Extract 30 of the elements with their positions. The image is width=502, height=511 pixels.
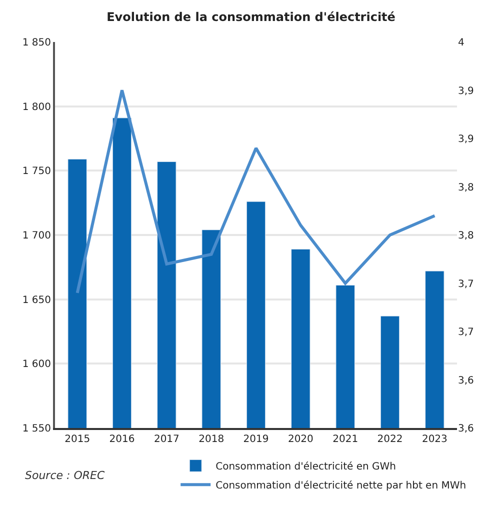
line-series [76, 88, 436, 294]
y2-tick-label: 3,9 [458, 86, 474, 97]
y-tick-label: 1 650 [22, 294, 51, 306]
y2-tick-label: 3,9 [458, 134, 474, 145]
legend-label: Consommation d'électricité en GWh [216, 462, 396, 473]
y2-tick-label: 3,6 [458, 424, 474, 434]
x-tick-label: 2015 [64, 434, 90, 445]
chart-title: Evolution de la consommation d'électricité [106, 10, 396, 24]
y-tick-label: 1 800 [22, 102, 51, 113]
y2-tick-label: 3,7 [458, 327, 474, 338]
y-tick-label: 1 550 [22, 424, 51, 434]
x-tick-label: 2018 [198, 434, 224, 445]
y-tick-label: 1 700 [22, 230, 51, 242]
x-tick-label: 2016 [109, 434, 135, 445]
y-tick-label: 1 850 [22, 38, 51, 48]
y-tick-label: 1 600 [22, 359, 51, 370]
x-tick-label: 2017 [154, 434, 180, 445]
y2-tick-label: 3,8 [458, 230, 474, 242]
x-tick-label: 2022 [377, 434, 403, 445]
x-tick-label: 2021 [332, 434, 358, 445]
y2-tick-label: 3,8 [458, 182, 474, 194]
y2-tick-label: 4 [458, 38, 464, 48]
y2-tick-label: 3,7 [458, 278, 474, 290]
y2-tick-label: 3,6 [458, 375, 474, 386]
legend-label: Consommation d'électricité nette par hbt en MWh [216, 480, 466, 492]
source-note: Source : OREC [25, 469, 105, 482]
x-tick-label: 2023 [422, 434, 448, 445]
y-tick-label: 1 750 [22, 166, 51, 178]
x-tick-label: 2019 [243, 434, 269, 445]
x-tick-label: 2020 [288, 434, 314, 445]
